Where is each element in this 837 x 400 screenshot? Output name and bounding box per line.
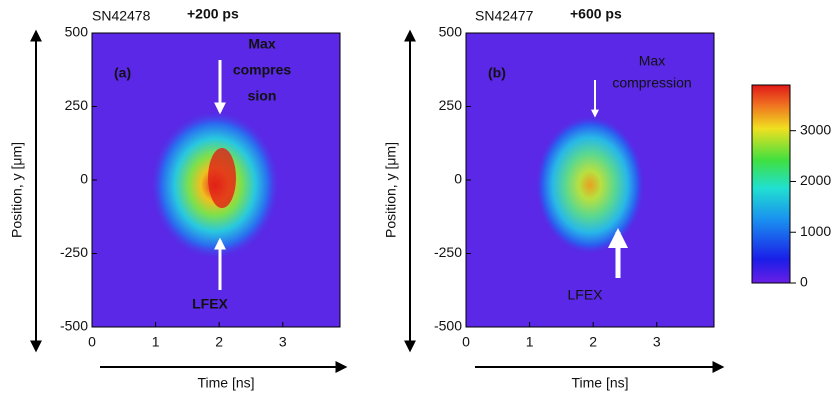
y-axis-label: Position, y [μm] (383, 142, 399, 238)
x-axis-label: Time [ns] (571, 375, 628, 391)
y-tick-label: -250 (60, 244, 88, 260)
shot-label: SN42477 (475, 8, 534, 24)
annotation: compression (612, 75, 691, 91)
x-tick-label: 1 (526, 334, 534, 350)
x-tick-label: 0 (462, 334, 470, 350)
x-axis-label: Time [ns] (197, 375, 254, 391)
heatmap-blob (535, 115, 645, 255)
colorbar-tick-label: 2000 (800, 172, 831, 188)
annotation: LFEX (192, 296, 228, 312)
x-tick-label: 2 (215, 334, 223, 350)
annotation: sion (248, 88, 277, 104)
x-tick-label: 2 (589, 334, 597, 350)
annotation: compres (233, 62, 292, 78)
x-tick-label: 3 (653, 334, 661, 350)
annotation: LFEX (567, 287, 603, 303)
delay-label: +600 ps (570, 6, 622, 22)
y-tick-label: 0 (80, 171, 88, 187)
y-tick-label: 500 (65, 24, 89, 40)
y-axis-label: Position, y [μm] (9, 142, 25, 238)
panel-label: (a) (114, 65, 131, 81)
y-tick-label: -500 (434, 318, 462, 334)
y-tick-label: -500 (60, 318, 88, 334)
x-tick-label: 1 (152, 334, 160, 350)
x-tick-label: 3 (279, 334, 287, 350)
annotation: Max (248, 36, 275, 52)
colorbar (751, 84, 791, 284)
shot-label: SN42478 (92, 8, 151, 24)
y-tick-label: -250 (434, 244, 462, 260)
delay-label: +200 ps (187, 6, 239, 22)
y-tick-label: 500 (439, 24, 463, 40)
x-tick-label: 0 (88, 334, 96, 350)
y-tick-label: 0 (454, 171, 462, 187)
colorbar-tick-label: 3000 (800, 121, 831, 137)
colorbar-tick-label: 1000 (800, 223, 831, 239)
panel-label: (b) (488, 65, 506, 81)
y-tick-label: 250 (65, 97, 89, 113)
colorbar-tick-label: 0 (800, 274, 808, 290)
y-tick-label: 250 (439, 97, 463, 113)
annotation: Max (639, 53, 665, 69)
heatmap-core (208, 148, 236, 208)
